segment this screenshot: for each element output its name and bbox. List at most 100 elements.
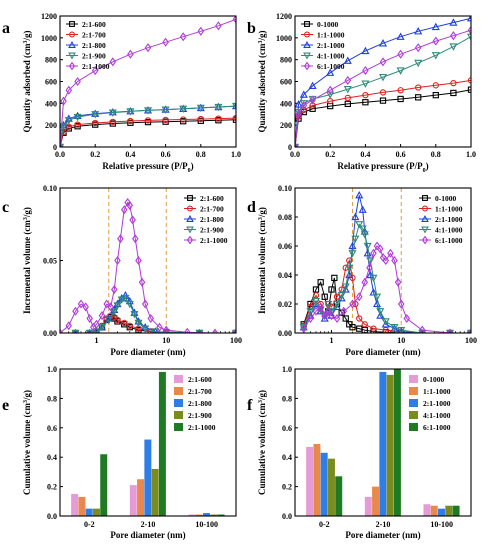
legend-label: 2:1-1000 xyxy=(435,215,463,224)
data-point-2:1-900 xyxy=(121,295,130,303)
legend-marker xyxy=(68,40,76,48)
legend-label: 4:1-1000 xyxy=(435,226,463,235)
data-point-4:1-1000 xyxy=(378,73,388,82)
data-point-2:1-1000 xyxy=(232,328,236,333)
axes-frame xyxy=(294,187,472,334)
data-point-6:1-1000 xyxy=(362,66,369,76)
data-point-6:1-1000 xyxy=(467,328,471,333)
data-point-4:1-1000 xyxy=(373,293,382,302)
legend-label: 2:1-600 xyxy=(188,375,212,384)
axes-frame xyxy=(294,15,472,148)
data-point-2:1-900 xyxy=(97,324,107,332)
data-point-2:1-900 xyxy=(125,300,134,309)
bar-4:1-1000-0-2 xyxy=(327,458,335,516)
series-line-2:1-1000 xyxy=(60,201,236,333)
data-point-2:1-1000 xyxy=(378,39,388,47)
legend-swatch xyxy=(409,399,418,407)
data-point-6:1-1000 xyxy=(361,277,369,287)
y-tick-label: 1.0 xyxy=(47,365,57,374)
data-point-6:1-1000 xyxy=(387,248,394,258)
data-point-4:1-1000 xyxy=(397,326,406,333)
data-point-2:1-1000 xyxy=(93,319,100,329)
legend-label: 0-1000 xyxy=(423,375,444,384)
data-point-6:1-1000 xyxy=(394,277,402,287)
bar-2:1-1000-2-10 xyxy=(158,371,166,516)
data-point-1:1-1000 xyxy=(370,325,377,332)
series-line-1:1-1000 xyxy=(295,79,471,147)
bar-2:1-900-2-10 xyxy=(151,468,159,516)
data-point-1:1-1000 xyxy=(344,94,351,102)
data-point-2:1-1000 xyxy=(358,205,367,213)
data-point-2:1-1000 xyxy=(327,311,336,319)
x-axis-label: Pore diameter (nm) xyxy=(345,530,420,540)
data-point-2:1-1000 xyxy=(127,49,134,59)
data-point-6:1-1000 xyxy=(450,31,457,41)
data-point-2:1-700 xyxy=(74,121,81,128)
data-point-4:1-1000 xyxy=(326,91,335,99)
bar-2:1-800-10-100 xyxy=(203,513,211,516)
data-point-1:1-1000 xyxy=(432,82,439,89)
y-axis-label: Quantity adsorbed (cm3/g) xyxy=(257,30,267,132)
data-point-4:1-1000 xyxy=(390,324,399,332)
data-point-2:1-700 xyxy=(144,117,152,124)
data-point-2:1-700 xyxy=(197,115,204,123)
data-point-2:1-900 xyxy=(179,105,188,114)
plot-area-e xyxy=(71,371,225,516)
x-tick-label: 0.0 xyxy=(55,150,65,159)
legend-swatch xyxy=(409,411,418,419)
legend-label: 2:1-900 xyxy=(188,411,212,420)
data-point-2:1-1000 xyxy=(381,320,390,328)
x-tick-label: 2-10 xyxy=(376,520,391,529)
data-point-2:1-1000 xyxy=(60,96,67,106)
data-point-2:1-700 xyxy=(162,116,169,124)
data-point-6:1-1000 xyxy=(349,299,356,309)
data-point-6:1-1000 xyxy=(397,49,404,59)
bar-1:1-1000-10-100 xyxy=(430,505,438,516)
data-point-2:1-700 xyxy=(180,116,187,123)
series-line-2:1-700 xyxy=(60,117,236,147)
data-point-2:1-900 xyxy=(113,302,122,310)
y-tick-label: 800 xyxy=(280,56,292,65)
data-point-2:1-900 xyxy=(64,117,73,125)
data-point-2:1-800 xyxy=(134,317,143,325)
data-point-4:1-1000 xyxy=(345,264,354,273)
data-point-2:1-1000 xyxy=(376,311,385,319)
y-tick-label: 1000 xyxy=(276,34,292,43)
data-point-0-1000 xyxy=(309,105,316,112)
y-tick-label: 1.0 xyxy=(282,365,292,374)
x-tick-label: 10 xyxy=(162,336,170,345)
data-point-2:1-1000 xyxy=(129,215,136,225)
axes-frame xyxy=(59,187,237,334)
x-tick-label: 1.0 xyxy=(231,150,241,159)
data-point-2:1-1000 xyxy=(232,16,236,24)
data-point-2:1-1000 xyxy=(103,299,110,309)
data-point-6:1-1000 xyxy=(418,325,426,333)
x-tick-label: 1 xyxy=(94,336,98,345)
data-point-0-1000 xyxy=(415,94,422,101)
bar-6:1-1000-10-100 xyxy=(452,505,460,516)
legend-marker xyxy=(304,21,310,27)
data-point-4:1-1000 xyxy=(358,225,367,233)
legend-marker xyxy=(304,31,310,38)
y-axis-label: Quantity adsorbed (cm3/g) xyxy=(22,30,32,132)
panel-b: b 0 200 400 600 800 1000 1200 0.0 0.2 0.4 0.6 0.8 1.0… xyxy=(247,12,476,174)
data-point-1:1-1000 xyxy=(415,84,422,91)
data-point-6:1-1000 xyxy=(376,244,384,254)
data-point-2:1-1000 xyxy=(65,321,72,331)
y-tick-label: 0.06 xyxy=(278,242,292,251)
panel-e: e 0.0 0.2 0.4 0.6 0.8 1.0 0-2 2-10 10-100 Pore dia… xyxy=(2,365,237,540)
data-point-4:1-1000 xyxy=(306,308,315,316)
data-point-1:1-1000 xyxy=(356,315,363,322)
data-point-6:1-1000 xyxy=(333,313,341,324)
data-point-2:1-1000 xyxy=(369,288,378,296)
data-point-2:1-900 xyxy=(71,329,80,333)
bar-2:1-700-2-10 xyxy=(137,479,145,516)
data-point-2:1-900 xyxy=(214,103,223,112)
data-point-2:1-900 xyxy=(117,296,126,304)
data-point-2:1-1000 xyxy=(60,328,64,333)
data-point-2:1-1000 xyxy=(355,190,364,199)
legend-marker xyxy=(303,61,311,71)
data-point-6:1-1000 xyxy=(355,292,363,302)
